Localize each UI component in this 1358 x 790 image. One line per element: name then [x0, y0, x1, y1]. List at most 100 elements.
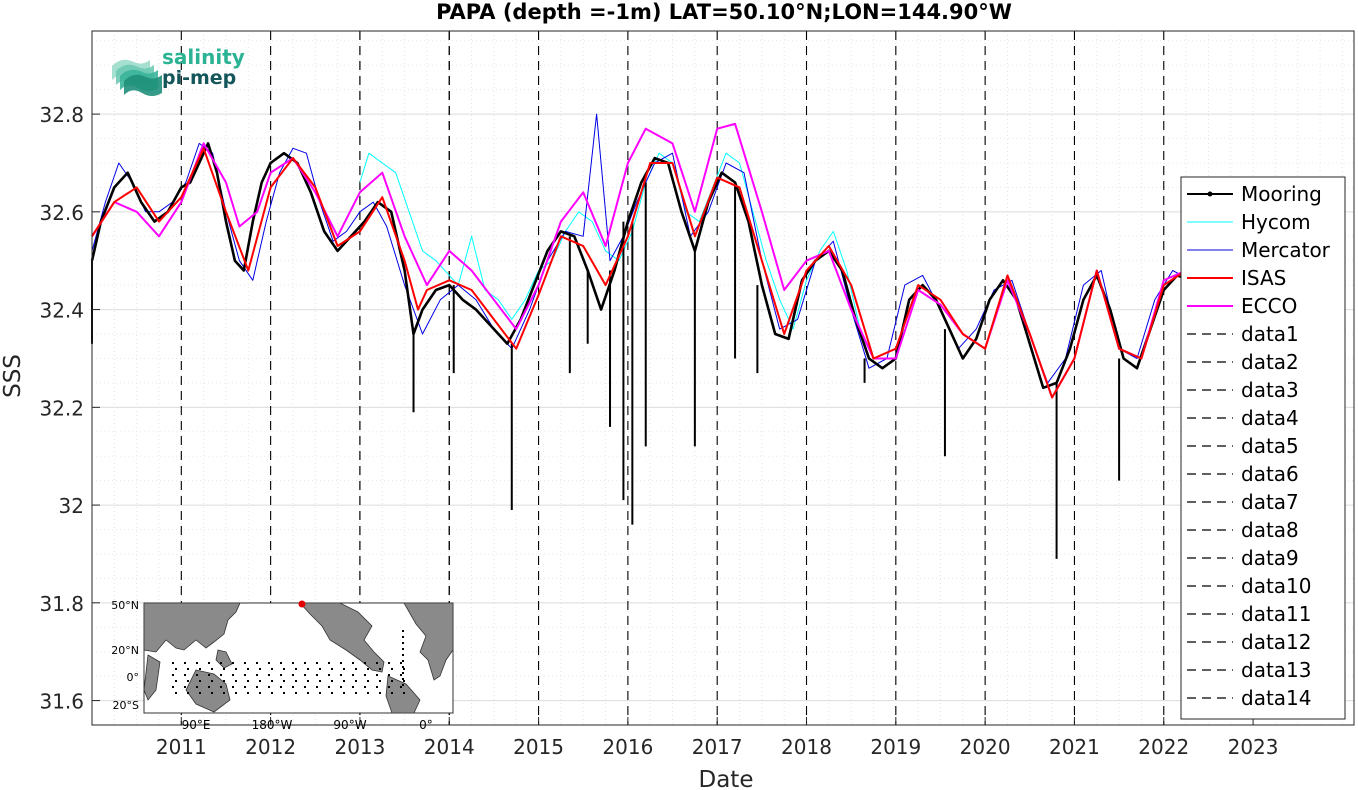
x-tick-label: 2019 [870, 735, 921, 759]
legend-label-data2: data2 [1241, 350, 1299, 374]
inset-buoy [268, 662, 270, 664]
inset-buoy [223, 692, 225, 694]
inset-buoy [328, 686, 330, 688]
inset-buoy [172, 686, 174, 688]
inset-buoy [307, 680, 309, 682]
y-tick-label: 32.4 [39, 299, 84, 323]
inset-buoy [307, 668, 309, 670]
inset-buoy [379, 668, 381, 670]
inset-lat-label: 0° [127, 671, 140, 684]
plot-frame [91, 30, 1355, 726]
inset-buoy [391, 692, 393, 694]
x-tick-label: 2022 [1138, 735, 1189, 759]
inset-buoy [402, 684, 404, 686]
inset-buoy [244, 662, 246, 664]
inset-buoy [256, 662, 258, 664]
inset-buoy [328, 674, 330, 676]
inset-buoy [319, 668, 321, 670]
legend-label-data9: data9 [1241, 546, 1299, 570]
inset-buoy [271, 692, 273, 694]
inset-buoy [235, 692, 237, 694]
inset-buoy [259, 692, 261, 694]
inset-buoy [220, 662, 222, 664]
inset-buoy [388, 686, 390, 688]
inset-buoy [295, 680, 297, 682]
inset-lon-label: 180°W [252, 718, 293, 732]
inset-buoy [355, 680, 357, 682]
inset-buoy [304, 674, 306, 676]
inset-buoy [391, 668, 393, 670]
inset-buoy [268, 674, 270, 676]
inset-buoy [388, 662, 390, 664]
inset-buoy [220, 686, 222, 688]
x-tick-label: 2020 [960, 735, 1011, 759]
inset-buoy [367, 668, 369, 670]
inset-buoy [196, 674, 198, 676]
legend-label-mooring: Mooring [1241, 182, 1322, 206]
inset-buoy [235, 668, 237, 670]
inset-buoy [343, 692, 345, 694]
series-line-mooring [90, 142, 1201, 390]
inset-buoy [388, 674, 390, 676]
inset-buoy [208, 674, 210, 676]
inset-buoy [364, 686, 366, 688]
inset-buoy [220, 674, 222, 676]
inset-buoy [403, 692, 405, 694]
inset-buoy [391, 680, 393, 682]
legend-label-data11: data11 [1241, 602, 1312, 626]
inset-buoy [402, 636, 404, 638]
legend-label-data3: data3 [1241, 378, 1299, 402]
inset-buoy [402, 666, 404, 668]
inset-land [385, 675, 421, 714]
inset-buoy [283, 668, 285, 670]
inset-buoy [196, 686, 198, 688]
inset-buoy [223, 668, 225, 670]
inset-buoy [304, 662, 306, 664]
inset-buoy [379, 680, 381, 682]
inset-buoy [232, 674, 234, 676]
inset-buoy [400, 686, 402, 688]
inset-lon-label: 90°W [333, 718, 366, 732]
inset-buoy [199, 680, 201, 682]
chart-title: PAPA (depth =-1m) LAT=50.10°N;LON=144.90… [436, 0, 1012, 24]
logo-text-pimep: pi-mep [162, 67, 236, 89]
inset-buoy [400, 662, 402, 664]
inset-buoy [343, 680, 345, 682]
inset-buoy [379, 692, 381, 694]
inset-lat-label: 50°N [111, 599, 139, 612]
inset-land [143, 602, 241, 653]
inset-buoy [364, 662, 366, 664]
inset-buoy [364, 674, 366, 676]
inset-lon-label: 0° [419, 718, 433, 732]
legend-label-ecco: ECCO [1241, 294, 1297, 318]
inset-buoy [280, 674, 282, 676]
inset-buoy [208, 686, 210, 688]
inset-buoy [304, 686, 306, 688]
x-tick-label: 2017 [692, 735, 743, 759]
inset-lat-label: 20°S [113, 699, 139, 712]
inset-buoy [402, 678, 404, 680]
inset-buoy [400, 674, 402, 676]
inset-buoy [247, 668, 249, 670]
inset-buoy [376, 674, 378, 676]
inset-buoy [175, 692, 177, 694]
legend[interactable]: Mooring Hycom Mercator ISAS ECCO data1 data2 da… [1180, 176, 1346, 720]
inset-buoy [292, 662, 294, 664]
inset-buoy [355, 668, 357, 670]
inset-buoy [316, 674, 318, 676]
inset-buoy [256, 674, 258, 676]
inset-buoy [208, 662, 210, 664]
x-tick-label: 2018 [781, 735, 832, 759]
legend-label-isas: ISAS [1241, 266, 1286, 290]
legend-label-data4: data4 [1241, 406, 1299, 430]
x-tick-label: 2023 [1228, 735, 1279, 759]
inset-buoy [355, 692, 357, 694]
inset-buoy [402, 654, 404, 656]
legend-box [1180, 176, 1346, 720]
inset-buoy [376, 662, 378, 664]
y-tick-label: 32.6 [39, 201, 84, 225]
inset-buoy [316, 662, 318, 664]
legend-label-data8: data8 [1241, 518, 1299, 542]
y-tick-label: 31.6 [39, 690, 84, 714]
